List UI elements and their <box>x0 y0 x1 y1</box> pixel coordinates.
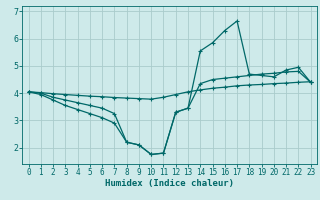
X-axis label: Humidex (Indice chaleur): Humidex (Indice chaleur) <box>105 179 234 188</box>
